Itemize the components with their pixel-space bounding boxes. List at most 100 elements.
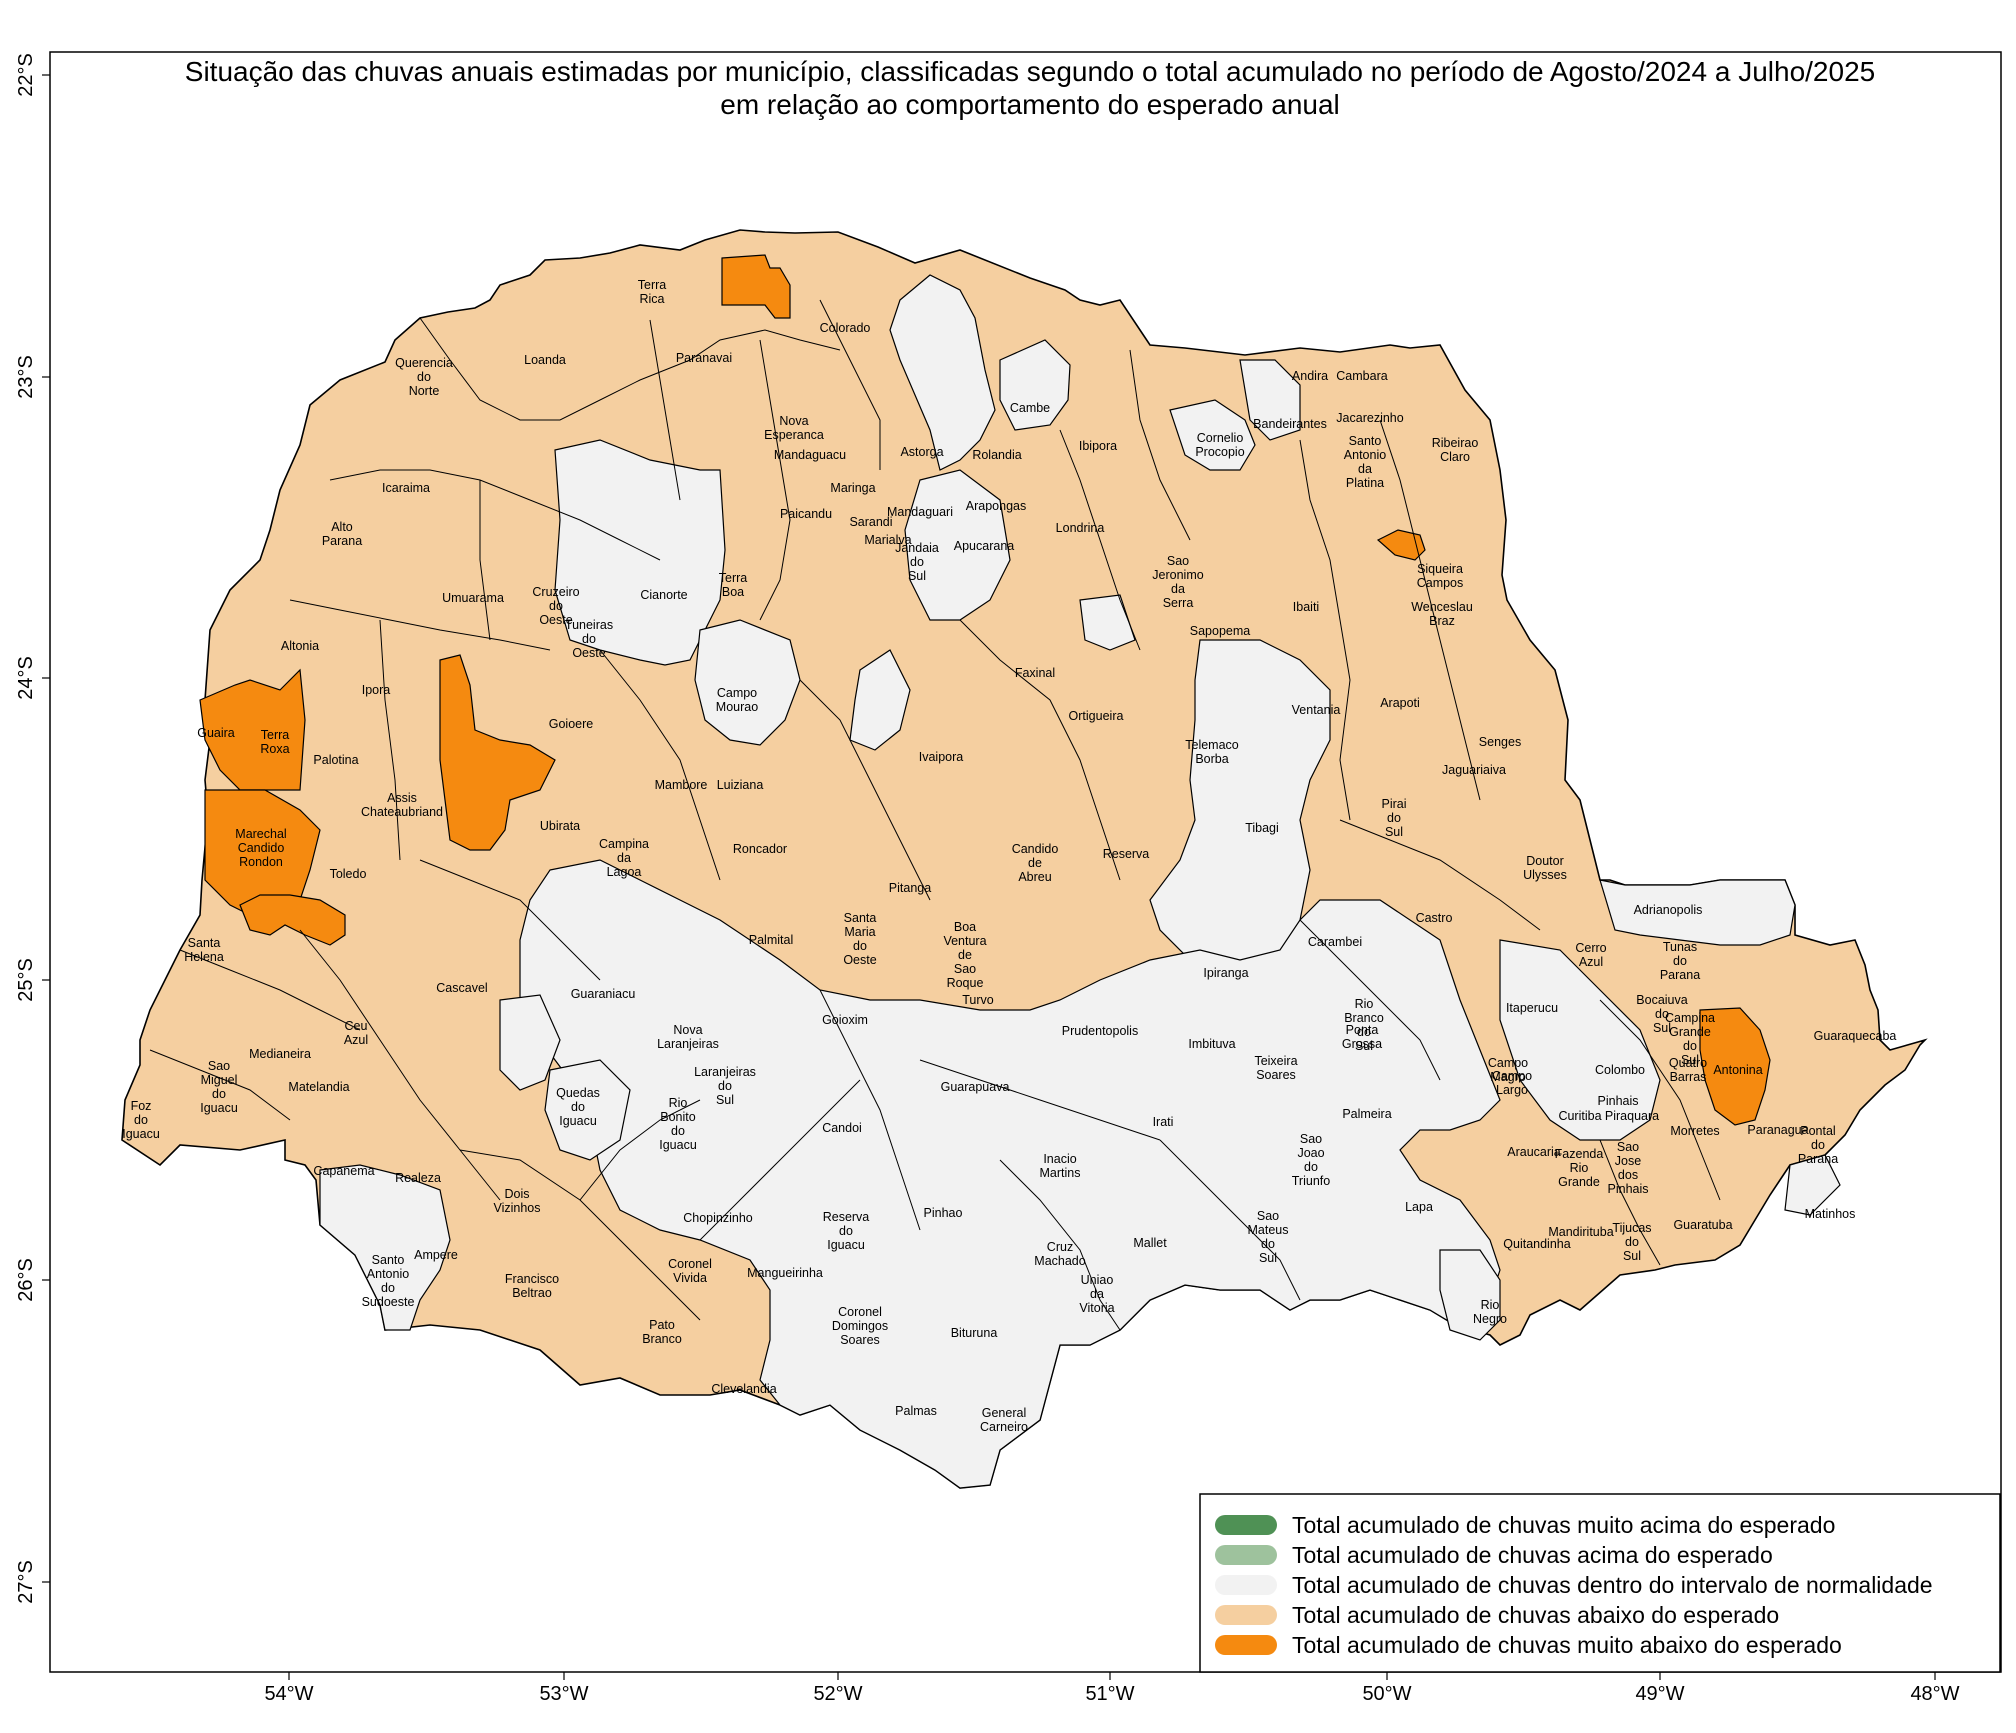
legend-label: Total acumulado de chuvas muito abaixo d…	[1292, 1632, 1842, 1658]
municipality-label-uniao-da-vitoria: Uniao da Vitoria	[1079, 1273, 1114, 1315]
x-tick-label: 52°W	[813, 1683, 862, 1705]
normal-region-campo-mourao	[694, 619, 801, 746]
municipality-label-morretes: Morretes	[1670, 1124, 1719, 1138]
municipality-label-astorga: Astorga	[900, 445, 943, 459]
municipality-label-sarandi: Sarandi	[849, 515, 892, 529]
municipality-label-ventania: Ventania	[1292, 703, 1341, 717]
very-below-west-south	[239, 894, 346, 946]
municipality-label-lapa: Lapa	[1405, 1200, 1433, 1214]
municipality-label-guarapuava: Guarapuava	[941, 1080, 1010, 1094]
municipality-label-londrina: Londrina	[1056, 521, 1105, 535]
municipality-label-telemaco-borba: Telemaco Borba	[1185, 738, 1239, 766]
municipality-label-mandirituba: Mandirituba	[1548, 1225, 1613, 1239]
legend-swatch	[1215, 1635, 1277, 1655]
municipality-label-bocaiuva-do-sul: Bocaiuva do Sul	[1636, 993, 1687, 1035]
municipality-label-mangueirinha: Mangueirinha	[747, 1266, 823, 1280]
municipality-label-pato-branco: Pato Branco	[642, 1318, 682, 1346]
municipality-label-ipiranga: Ipiranga	[1203, 966, 1248, 980]
municipality-label-umuarama: Umuarama	[442, 591, 504, 605]
municipality-label-paranagua: Paranagua	[1747, 1123, 1808, 1137]
municipality-label-marechal-candido-rondon: Marechal Candido Rondon	[235, 827, 286, 869]
municipality-label-jandaia-do-sul: Jandaia do Sul	[895, 541, 939, 583]
municipality-label-siqueira-campos: Siqueira Campos	[1417, 562, 1464, 590]
x-tick-label: 50°W	[1362, 1683, 1411, 1705]
municipality-label-tuneiras-do-oeste: Tuneiras do Oeste	[565, 618, 613, 660]
very-below-west-guaira	[199, 668, 306, 791]
municipality-label-pinhais: Pinhais	[1598, 1094, 1639, 1108]
municipality-label-colorado: Colorado	[820, 321, 871, 335]
municipality-label-coronel-domingos-soares: Coronel Domingos Soares	[832, 1305, 888, 1347]
municipality-label-castro: Castro	[1416, 911, 1453, 925]
municipality-label-general-carneiro: General Carneiro	[980, 1406, 1028, 1434]
legend-swatch	[1215, 1605, 1277, 1625]
municipality-label-sao-jose-dos-pinhais: Sao Jose dos Pinhais	[1608, 1140, 1649, 1196]
municipality-label-itaperucu: Itaperucu	[1506, 1001, 1558, 1015]
municipality-label-mambore: Mambore	[655, 778, 708, 792]
municipality-label-paicandu: Paicandu	[780, 507, 832, 521]
municipality-label-imbituva: Imbituva	[1188, 1037, 1235, 1051]
normal-region-guaraniacu	[499, 994, 561, 1091]
municipality-label-piraquara: Piraquara	[1605, 1109, 1659, 1123]
municipality-label-guaratuba: Guaratuba	[1673, 1218, 1732, 1232]
normal-region-faxinal	[1079, 594, 1136, 651]
municipality-label-cruzeiro-do-oeste: Cruzeiro do Oeste	[532, 585, 579, 627]
municipality-label-pitanga: Pitanga	[889, 881, 931, 895]
municipality-label-cascavel: Cascavel	[436, 981, 487, 995]
legend: Total acumulado de chuvas muito acima do…	[1199, 1493, 2001, 1673]
municipality-label-sapopema: Sapopema	[1190, 624, 1251, 638]
very-below-siqueira	[1376, 529, 1426, 561]
x-tick-label: 49°W	[1635, 1683, 1684, 1705]
municipality-label-tibagi: Tibagi	[1245, 821, 1279, 835]
municipality-label-matelandia: Matelandia	[288, 1080, 349, 1094]
x-tick-label: 51°W	[1085, 1683, 1134, 1705]
y-tick-label: 22°S	[15, 53, 37, 97]
x-tick-label: 48°W	[1910, 1683, 1959, 1705]
municipality-label-francisco-beltrao: Francisco Beltrao	[505, 1272, 559, 1300]
normal-region-apucarana	[904, 469, 1011, 621]
normal-region-matinhos	[1784, 1154, 1841, 1216]
municipality-label-goioere: Goioere	[549, 717, 594, 731]
legend-swatch	[1215, 1545, 1277, 1565]
municipality-label-mandaguari: Mandaguari	[887, 505, 953, 519]
municipality-label-alto-parana: Alto Parana	[322, 520, 362, 548]
municipality-label-realeza: Realeza	[395, 1171, 441, 1185]
municipality-label-andira: Andira	[1292, 369, 1328, 383]
y-tick-label: 24°S	[15, 656, 37, 700]
y-tick-label: 23°S	[15, 355, 37, 399]
municipality-label-matinhos: Matinhos	[1805, 1207, 1856, 1221]
municipality-label-luiziana: Luiziana	[717, 778, 764, 792]
municipality-label-quatro-barras: Quatro Barras	[1669, 1056, 1707, 1084]
municipality-label-reserva-do-iguacu: Reserva do Iguacu	[823, 1210, 870, 1252]
municipality-label-quitandinha: Quitandinha	[1503, 1237, 1570, 1251]
municipality-label-sao-mateus-do-sul: Sao Mateus do Sul	[1248, 1209, 1289, 1265]
normal-region-adrianopolis	[1599, 879, 1796, 946]
municipality-label-cianorte: Cianorte	[640, 588, 687, 602]
municipality-label-apucarana: Apucarana	[954, 539, 1015, 553]
y-tick-label: 25°S	[15, 958, 37, 1002]
municipality-label-ceu-azul: Ceu Azul	[344, 1019, 368, 1047]
y-axis: 22°S 23°S 24°S 25°S 26°S 27°S	[15, 53, 50, 1604]
municipality-label-assis-chateaubriand: Assis Chateaubriand	[361, 791, 443, 819]
normal-region-north	[889, 274, 996, 471]
municipality-label-campina-grande-do-sul: Campina Grande do Sul	[1665, 1011, 1715, 1067]
municipality-label-foz-do-iguacu: Foz do Iguacu	[122, 1099, 160, 1141]
municipality-label-guaraniacu: Guaraniacu	[571, 987, 636, 1001]
legend-items: Total acumulado de chuvas muito acima do…	[1215, 1512, 1933, 1658]
municipality-label-senges: Senges	[1479, 735, 1521, 749]
municipality-label-ibaiti: Ibaiti	[1293, 600, 1319, 614]
municipality-label-terra-rica: Terra Rica	[638, 278, 667, 306]
municipality-label-guaraquecaba: Guaraquecaba	[1814, 1029, 1897, 1043]
municipality-label-rio-branco-do-sul: Rio Branco do Sul	[1344, 997, 1384, 1053]
municipality-label-cruz-machado: Cruz Machado	[1034, 1240, 1085, 1268]
legend-label: Total acumulado de chuvas abaixo do espe…	[1292, 1602, 1779, 1628]
normal-region-south-central	[519, 859, 1501, 1489]
municipality-label-santo-antonio-do-sudoeste: Santo Antonio do Sudoeste	[362, 1253, 415, 1309]
municipality-label-prudentopolis: Prudentopolis	[1062, 1024, 1138, 1038]
municipality-label-pontal-do-parana: Pontal do Parana	[1798, 1124, 1838, 1166]
municipality-label-ribeirao-claro: Ribeirao Claro	[1432, 436, 1479, 464]
municipality-label-fazenda-rio-grande: Fazenda Rio Grande	[1555, 1147, 1604, 1189]
municipality-label-arapongas: Arapongas	[966, 499, 1026, 513]
municipality-label-candoi: Candoi	[822, 1121, 862, 1135]
municipality-label-medianeira: Medianeira	[249, 1047, 311, 1061]
